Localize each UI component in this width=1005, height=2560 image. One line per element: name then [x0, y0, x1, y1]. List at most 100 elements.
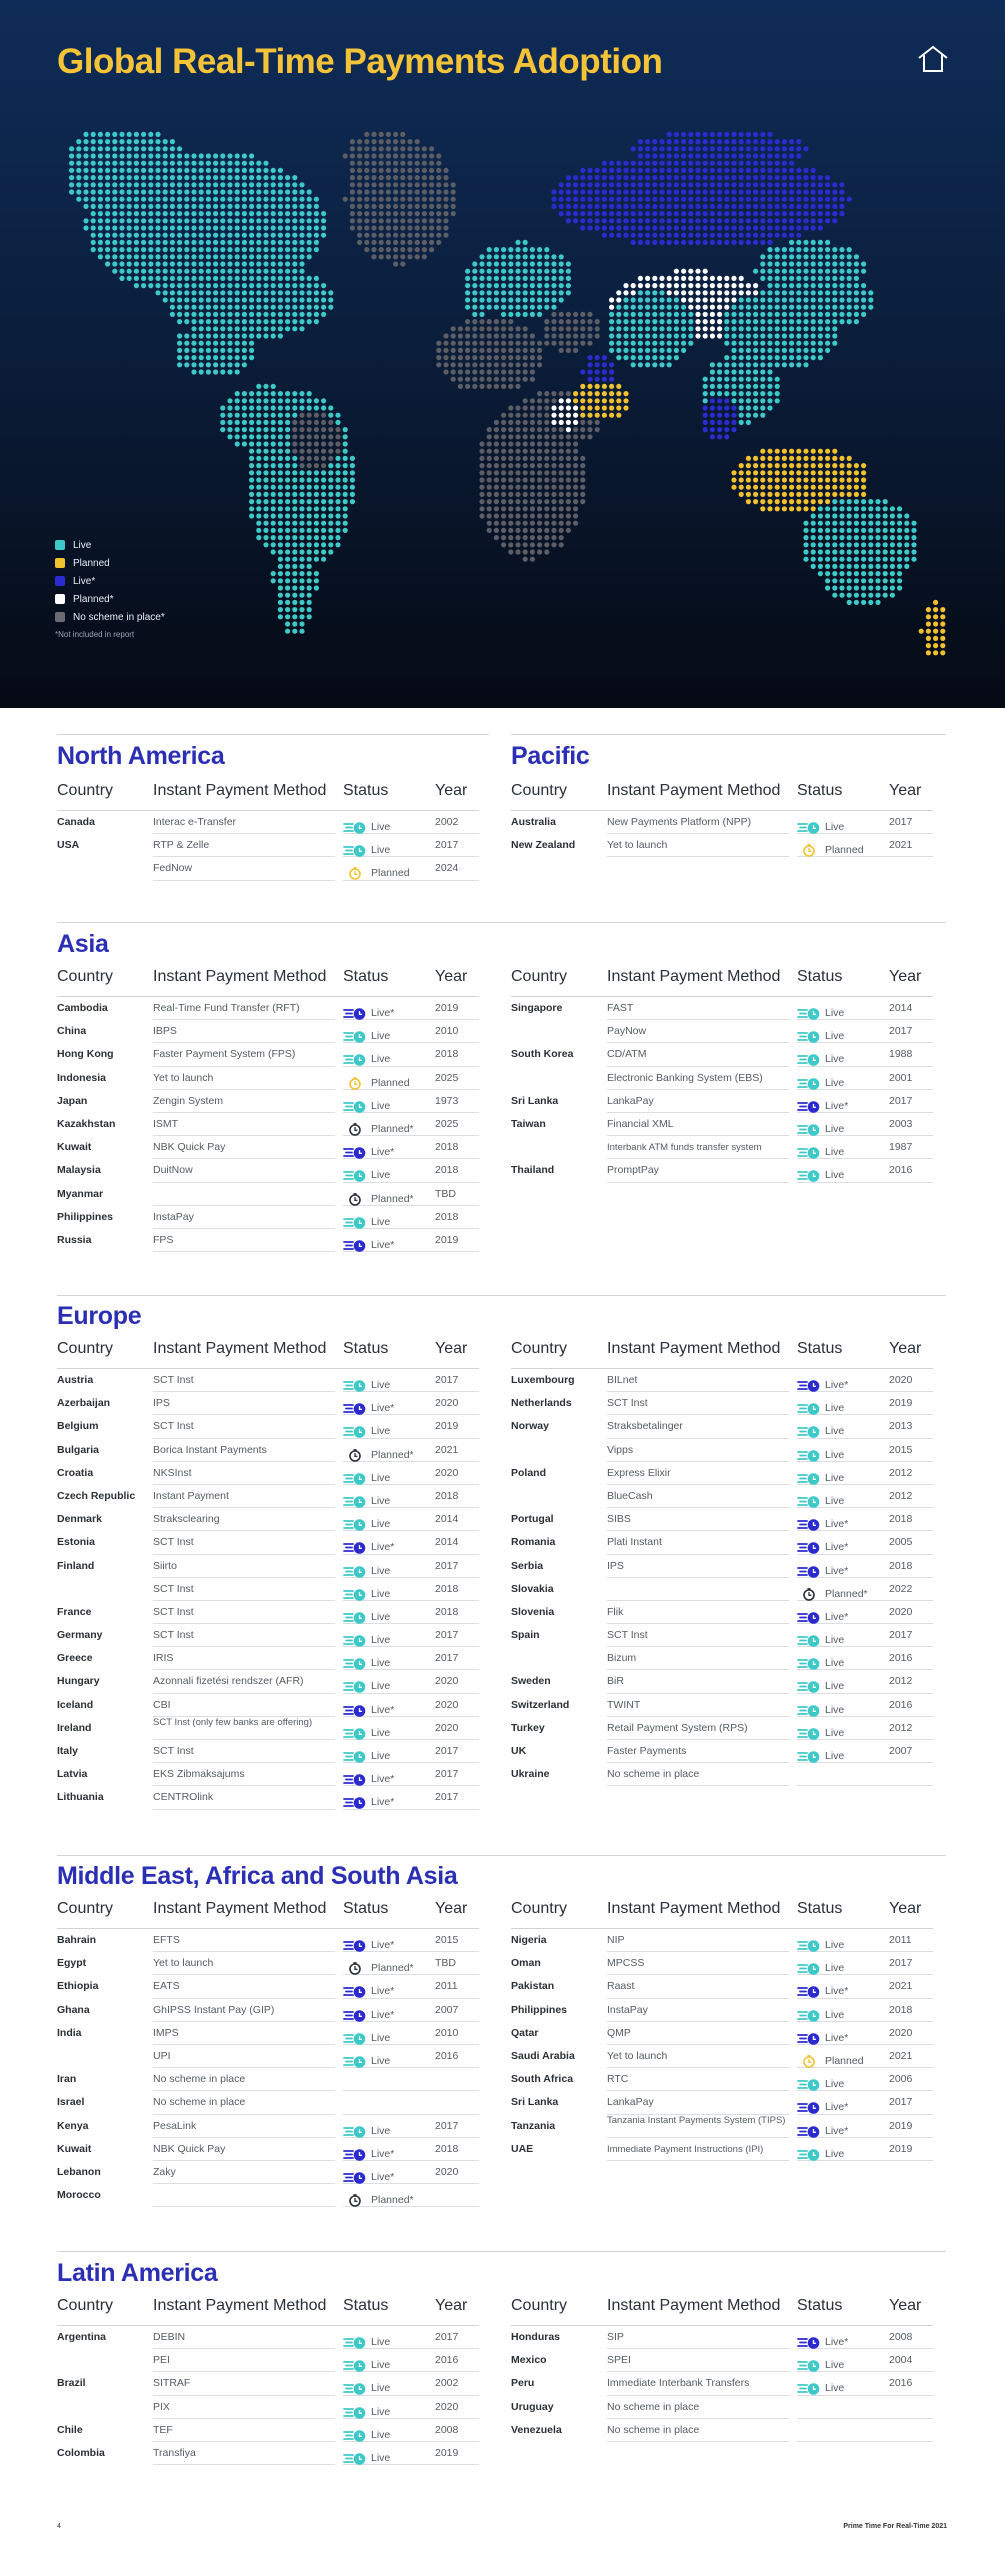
live-star-status-icon: [343, 1008, 366, 1020]
status-label: Live: [371, 1680, 391, 1693]
table-row: Thailand PromptPay Live 2016: [511, 1159, 933, 1183]
row-divider: [607, 1974, 789, 1976]
row-divider: [153, 2020, 335, 2022]
row-divider: [343, 1251, 479, 1253]
country-cell: Romania: [511, 1536, 556, 1549]
column-header-year: Year: [889, 2297, 922, 2314]
method-cell: Real-Time Fund Transfer (RFT): [153, 1002, 300, 1014]
method-cell: Faster Payment System (FPS): [153, 1048, 296, 1061]
country-cell: Israel: [57, 2096, 85, 2109]
legend-item: Live: [55, 536, 165, 554]
method-cell: InstaPay: [607, 2003, 648, 2016]
method-cell: PesaLink: [153, 2119, 197, 2132]
year-cell: 2017: [889, 1629, 913, 1642]
table-row: SCT Inst Live 2018: [57, 1578, 479, 1601]
year-cell: 2012: [889, 1675, 913, 1688]
legend-item: Planned: [55, 554, 165, 572]
row-divider: [797, 1507, 933, 1509]
row-divider: [343, 1623, 479, 1625]
row-divider: [797, 1019, 933, 1021]
live-status-icon: [343, 2032, 366, 2045]
row-divider: [153, 1997, 335, 1999]
year-cell: 2017: [435, 1559, 459, 1572]
status-cell: Live: [797, 1141, 844, 1164]
table-row: Peru Immediate Interbank Transfers Live 201…: [511, 2372, 933, 2396]
year-cell: 2020: [435, 2165, 459, 2178]
method-cell: Flik: [607, 1605, 624, 1618]
table-row: Interbank ATM funds transfer system Live 1…: [511, 1136, 933, 1160]
method-cell: SCT Inst: [153, 1582, 194, 1595]
country-cell: Chile: [57, 2423, 83, 2436]
status-cell: Live: [343, 1583, 390, 1606]
status-cell: Planned: [797, 839, 864, 862]
status-cell: Live: [343, 1164, 390, 1187]
year-cell: 2002: [435, 2377, 459, 2390]
year-cell: 2018: [435, 1210, 459, 1223]
country-cell: Czech Republic: [57, 1489, 136, 1502]
row-divider: [343, 1762, 479, 1764]
status-label: Live: [371, 1726, 391, 1739]
table-row: Ireland SCT Inst (only few banks are offe…: [57, 1717, 479, 1740]
country-cell: Croatia: [57, 1466, 94, 1479]
row-divider: [607, 2417, 789, 2419]
method-cell: IMPS: [153, 2026, 179, 2039]
status-cell: Planned*: [343, 1444, 414, 1467]
status-label: Planned: [371, 867, 410, 880]
live-status-icon: [343, 1496, 366, 1508]
planned-status-icon: [349, 1076, 361, 1090]
year-cell: 2020: [435, 1466, 459, 1479]
country-cell: Nigeria: [511, 1934, 547, 1946]
status-label: Live: [371, 1518, 391, 1531]
status-label: Live*: [371, 1541, 395, 1554]
table-row: Austria SCT Inst Live 2017: [57, 1369, 479, 1393]
table-row: Saudi Arabia Yet to launch Planned 2021: [511, 2045, 933, 2069]
status-label: Live*: [825, 1564, 849, 1577]
method-cell: SCT Inst: [153, 1420, 194, 1433]
table-row: BlueCash Live 2012: [511, 1485, 933, 1509]
row-divider: [607, 2090, 789, 2092]
status-cell: Planned*: [343, 1118, 414, 1141]
status-label: Live: [825, 1962, 845, 1975]
row-divider: [153, 1437, 335, 1439]
table-row: India IMPS Live 2010: [57, 2022, 479, 2045]
year-cell: 2013: [889, 1420, 913, 1433]
status-label: Live: [825, 2382, 845, 2395]
home-icon[interactable]: [916, 44, 950, 74]
table-row: Nigeria NIP Live 2011: [511, 1929, 933, 1953]
row-divider: [153, 1460, 335, 1462]
method-cell: Bizum: [607, 1652, 637, 1665]
row-divider: [797, 1974, 933, 1976]
year-cell: 2001: [889, 1071, 913, 1084]
row-divider: [607, 1785, 789, 1787]
method-cell: BiR: [607, 1675, 624, 1688]
planned-status-icon: [803, 2055, 815, 2068]
status-cell: Live*: [343, 1234, 394, 1257]
row-divider: [153, 1553, 335, 1555]
row-divider: [343, 2183, 479, 2185]
status-cell: Planned*: [343, 1188, 414, 1211]
row-divider: [343, 1088, 479, 1090]
year-cell: 2020: [435, 1675, 459, 1688]
table-row: Norway Straksbetalinger Live 2013: [511, 1415, 933, 1439]
table-row: Colombia Transfiya Live 2019: [57, 2442, 479, 2466]
live-status-icon: [343, 1612, 366, 1624]
row-divider: [343, 879, 479, 881]
method-cell: SIP: [607, 2331, 624, 2343]
status-label: Live: [371, 2124, 391, 2137]
row-divider: [153, 1692, 335, 1694]
status-cell: Planned: [343, 1072, 410, 1095]
status-label: Live: [371, 821, 391, 833]
status-cell: Planned*: [797, 1583, 868, 1606]
live-star-status-icon: [343, 2009, 366, 2022]
live-star-status-icon: [797, 1986, 820, 1999]
method-cell: CENTROlink: [153, 1791, 214, 1804]
row-divider: [343, 1158, 479, 1160]
table-body: Australia New Payments Platform (NPP) Live…: [511, 810, 933, 858]
country-cell: Oman: [511, 1957, 541, 1970]
row-divider: [153, 2440, 335, 2442]
row-divider: [607, 1483, 789, 1485]
year-cell: 2018: [435, 1605, 459, 1618]
planned-star-status-icon: [349, 1962, 361, 1975]
method-cell: Yet to launch: [607, 839, 668, 852]
row-divider: [607, 2440, 789, 2442]
